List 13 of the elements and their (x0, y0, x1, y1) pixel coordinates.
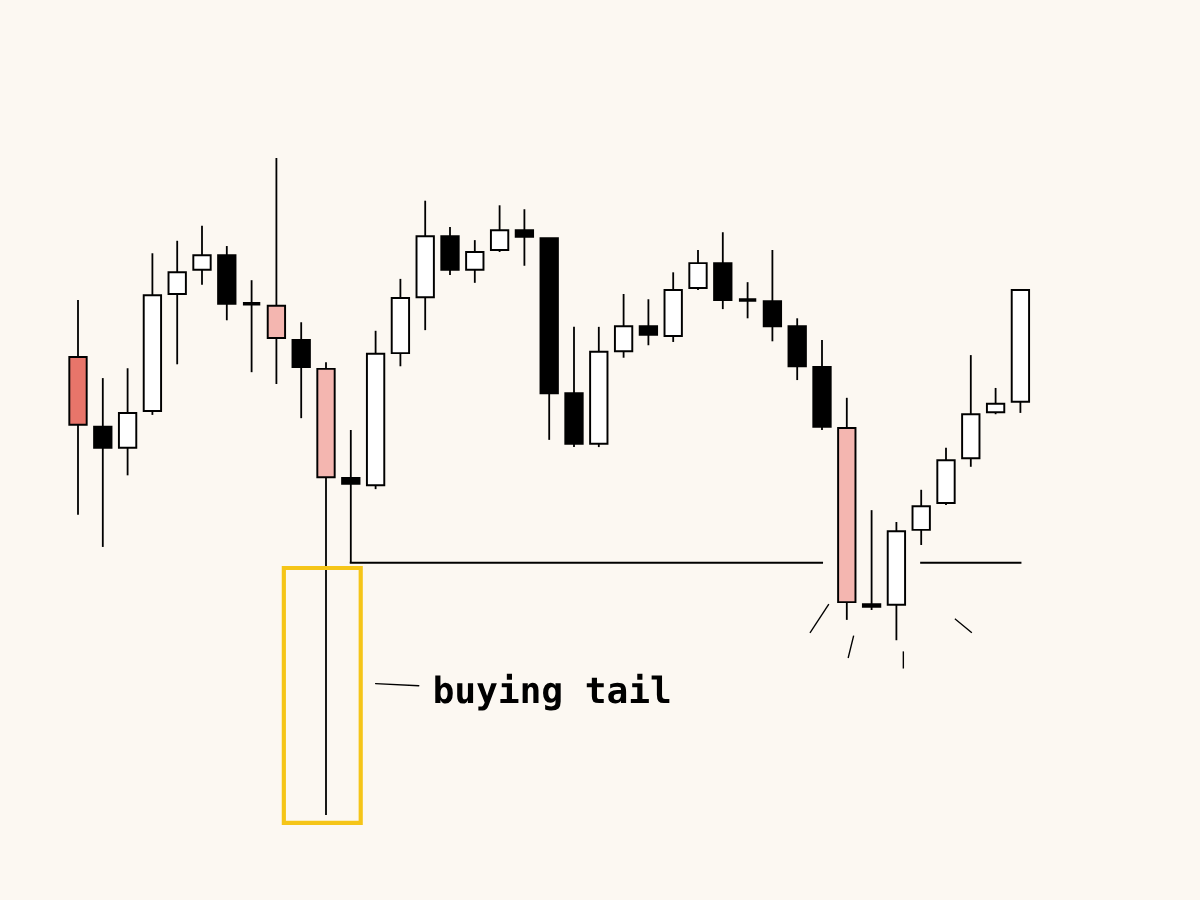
candlestick (192, 224, 212, 286)
candlestick (489, 204, 510, 253)
candlestick (737, 281, 759, 320)
candlestick (465, 239, 485, 284)
candlestick (911, 488, 931, 546)
candlestick (638, 298, 659, 347)
candlestick (167, 239, 187, 366)
annotation: buying tail (435, 673, 670, 711)
candlestick (514, 208, 535, 267)
candlestick (861, 509, 882, 611)
candlestick (985, 387, 1006, 416)
candlestick (241, 279, 263, 374)
candlestick (93, 377, 113, 548)
